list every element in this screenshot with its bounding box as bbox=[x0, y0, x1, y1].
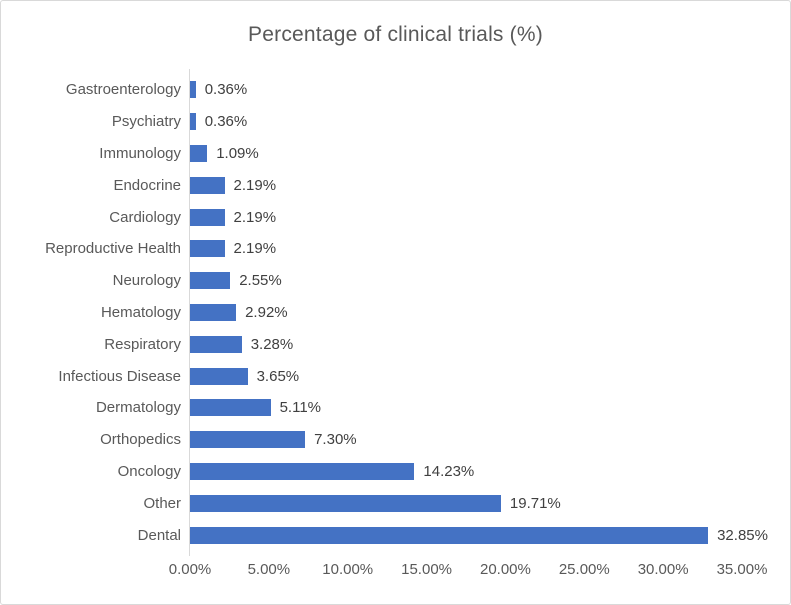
bar bbox=[190, 494, 501, 512]
bar bbox=[190, 462, 415, 480]
bar-cell: 32.85% bbox=[190, 526, 768, 544]
chart-row: Orthopedics 7.30% bbox=[11, 424, 790, 456]
value-label: 0.36% bbox=[204, 113, 248, 131]
bar-cell: 2.19% bbox=[190, 240, 750, 258]
category-label: Neurology bbox=[112, 272, 181, 290]
value-label: 2.55% bbox=[239, 272, 282, 290]
value-label: 32.85% bbox=[717, 526, 768, 544]
chart-row: Oncology 14.23% bbox=[11, 456, 790, 488]
bar-cell: 1.09% bbox=[190, 144, 750, 162]
category-label: Oncology bbox=[117, 462, 181, 480]
bar-cell: 7.30% bbox=[190, 431, 750, 449]
chart-row: Reproductive Health 2.19% bbox=[11, 233, 790, 265]
bar-cell: 2.19% bbox=[190, 176, 750, 194]
bar bbox=[190, 240, 225, 258]
category-label: Immunology bbox=[99, 144, 181, 162]
bar bbox=[190, 81, 196, 99]
x-axis-tick-label: 15.00% bbox=[401, 560, 452, 578]
value-label: 3.65% bbox=[256, 367, 300, 385]
plot-area: Gastroenterology 0.36% Psychiatry 0.36% Immu… bbox=[11, 69, 790, 583]
category-label: Gastroenterology bbox=[65, 81, 181, 99]
bar-cell: 2.55% bbox=[190, 272, 750, 290]
bar-cell: 5.11% bbox=[190, 399, 750, 417]
category-label: Orthopedics bbox=[100, 431, 181, 449]
bar bbox=[190, 303, 237, 321]
category-label: Hematology bbox=[100, 303, 181, 321]
value-label: 7.30% bbox=[314, 431, 357, 449]
bar bbox=[190, 208, 225, 226]
bar bbox=[190, 113, 196, 131]
plot-rows: Gastroenterology 0.36% Psychiatry 0.36% Immu… bbox=[11, 74, 790, 551]
value-label: 3.28% bbox=[250, 335, 294, 353]
chart-row: Immunology 1.09% bbox=[11, 138, 790, 170]
bar-cell: 14.23% bbox=[190, 462, 750, 480]
bar-cell: 19.71% bbox=[190, 494, 750, 512]
bar-cell: 2.19% bbox=[190, 208, 750, 226]
category-label: Respiratory bbox=[104, 335, 181, 353]
bar bbox=[190, 335, 242, 353]
bar bbox=[190, 176, 225, 194]
chart-row: Endocrine 2.19% bbox=[11, 169, 790, 201]
category-label: Cardiology bbox=[109, 208, 181, 226]
bar-cell: 0.36% bbox=[190, 81, 750, 99]
x-axis: 0.00% 5.00% 10.00% 15.00% 20.00% 25.00% 30.00%… bbox=[169, 551, 768, 583]
bar bbox=[190, 431, 306, 449]
category-axis-line bbox=[189, 69, 190, 556]
x-axis-tick-label: 30.00% bbox=[637, 560, 689, 578]
x-axis-tick-label: 10.00% bbox=[322, 560, 374, 578]
chart-row: Other 19.71% bbox=[11, 487, 790, 519]
chart-row: Neurology 2.55% bbox=[11, 265, 790, 297]
chart-row: Cardiology 2.19% bbox=[11, 201, 790, 233]
chart-row: Infectious Disease 3.65% bbox=[11, 360, 790, 392]
category-label: Psychiatry bbox=[111, 113, 181, 131]
x-axis-tick-label: 0.00% bbox=[168, 560, 212, 578]
bar bbox=[190, 367, 248, 385]
chart-row: Dermatology 5.11% bbox=[11, 392, 790, 424]
x-axis-tick-label: 25.00% bbox=[558, 560, 610, 578]
x-axis-tick-label: 35.00% bbox=[716, 560, 768, 578]
bar bbox=[190, 144, 208, 162]
chart-row: Dental 32.85% bbox=[11, 519, 790, 551]
category-label: Reproductive Health bbox=[45, 240, 181, 258]
x-axis-tick-label: 20.00% bbox=[479, 560, 531, 578]
bar-cell: 3.28% bbox=[190, 335, 750, 353]
bar-cell: 3.65% bbox=[190, 367, 750, 385]
chart-row: Psychiatry 0.36% bbox=[11, 106, 790, 138]
chart-title: Percentage of clinical trials (%) bbox=[248, 23, 543, 46]
category-label: Infectious Disease bbox=[58, 367, 181, 385]
value-label: 5.11% bbox=[279, 399, 322, 417]
value-label: 2.92% bbox=[245, 303, 288, 321]
category-label: Dermatology bbox=[95, 399, 181, 417]
value-label: 2.19% bbox=[233, 240, 277, 258]
category-label: Dental bbox=[137, 526, 181, 544]
bar bbox=[190, 526, 709, 544]
value-label: 19.71% bbox=[509, 494, 561, 512]
value-label: 2.19% bbox=[233, 208, 277, 226]
bar-cell: 2.92% bbox=[190, 303, 750, 321]
category-label: Other bbox=[143, 494, 181, 512]
bar bbox=[190, 399, 271, 417]
bar bbox=[190, 272, 231, 290]
value-label: 14.23% bbox=[423, 462, 475, 480]
chart-row: Hematology 2.92% bbox=[11, 297, 790, 329]
category-label: Endocrine bbox=[113, 176, 181, 194]
bar-cell: 0.36% bbox=[190, 113, 750, 131]
chart-row: Respiratory 3.28% bbox=[11, 328, 790, 360]
value-label: 0.36% bbox=[204, 81, 248, 99]
x-axis-tick-label: 5.00% bbox=[247, 560, 291, 578]
value-label: 2.19% bbox=[233, 176, 277, 194]
chart-row: Gastroenterology 0.36% bbox=[11, 74, 790, 106]
value-label: 1.09% bbox=[216, 144, 259, 162]
